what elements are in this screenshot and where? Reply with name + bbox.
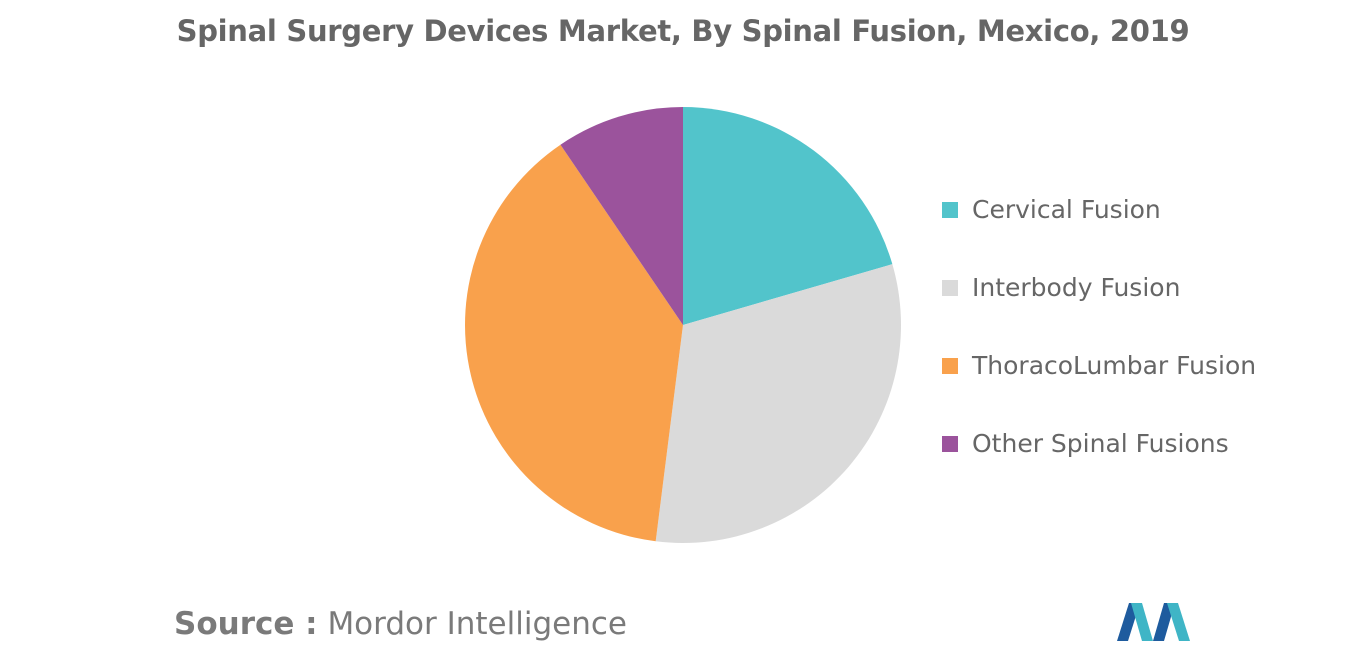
pie-slice-interbody-fusion (655, 264, 901, 543)
legend: Cervical Fusion Interbody Fusion Thoraco… (942, 190, 1256, 502)
legend-label-cervical-fusion: Cervical Fusion (972, 195, 1161, 224)
legend-label-thoracolumbar-fusion: ThoracoLumbar Fusion (972, 351, 1257, 380)
source-prefix: Source : (174, 606, 318, 642)
legend-swatch-other-spinal-fusions (942, 435, 958, 452)
legend-label-other-spinal-fusions: Other Spinal Fusions (972, 429, 1229, 458)
legend-item-cervical-fusion: Cervical Fusion (942, 190, 1256, 229)
logo-stroke-3 (1153, 603, 1175, 641)
logo-stroke-4 (1167, 603, 1190, 641)
logo-stroke-2 (1131, 603, 1153, 641)
legend-swatch-interbody-fusion (942, 279, 958, 296)
legend-item-other-spinal-fusions: Other Spinal Fusions (942, 424, 1256, 463)
pie-slice-thoracolumbar-fusion (465, 144, 683, 542)
pie-slice-other-spinal-fusions (560, 107, 683, 325)
legend-swatch-cervical-fusion (942, 201, 958, 218)
pie-slice-cervical-fusion (683, 107, 893, 325)
chart-title: Spinal Surgery Devices Market, By Spinal… (176, 14, 1190, 48)
legend-item-thoracolumbar-fusion: ThoracoLumbar Fusion (942, 346, 1256, 385)
mordor-intelligence-logo-icon (1117, 603, 1190, 641)
legend-item-interbody-fusion: Interbody Fusion (942, 268, 1256, 307)
pie-slices (465, 107, 901, 543)
legend-label-interbody-fusion: Interbody Fusion (972, 273, 1181, 302)
legend-swatch-thoracolumbar-fusion (942, 357, 958, 374)
source-note: Source : Mordor Intelligence (174, 606, 627, 642)
source-name: Mordor Intelligence (327, 606, 627, 642)
